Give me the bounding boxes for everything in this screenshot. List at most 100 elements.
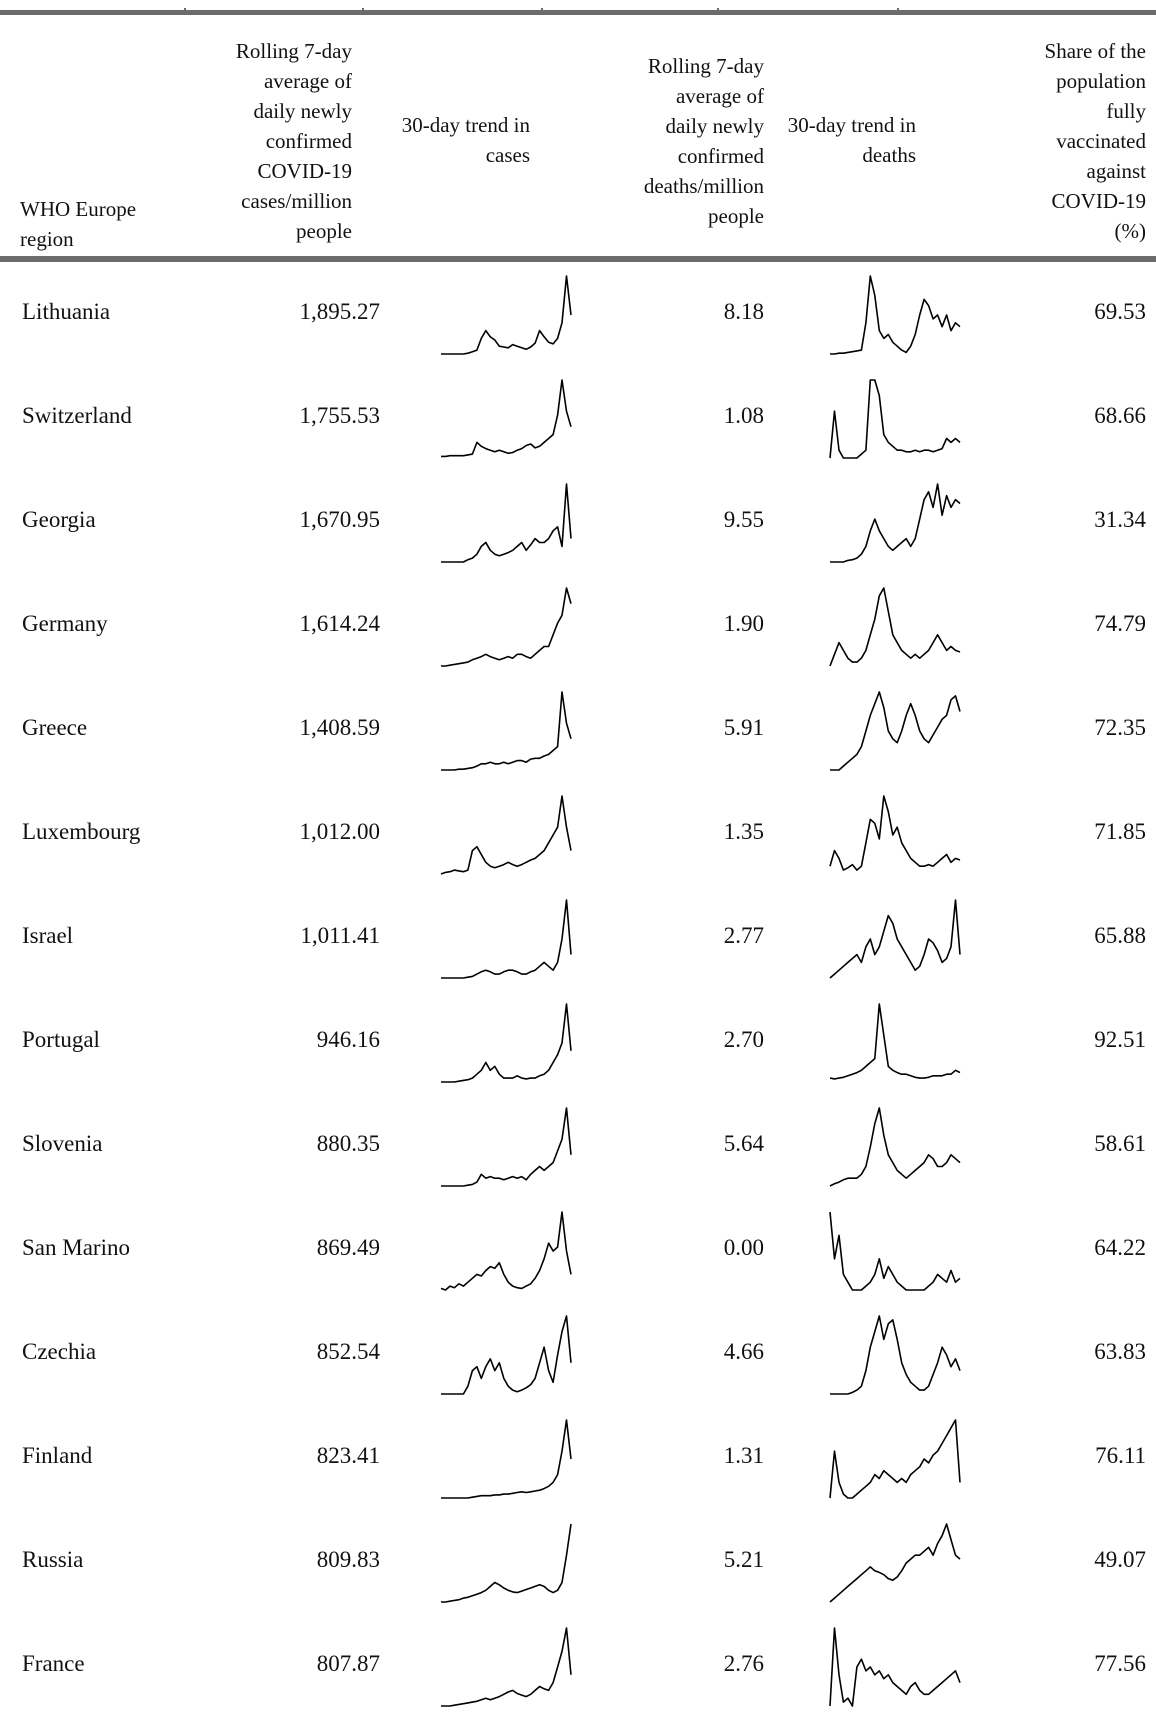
deaths-trend-sparkline <box>830 691 961 771</box>
vaccinated-share-value: 68.66 <box>1094 403 1146 428</box>
header-line: Rolling 7-day <box>235 39 352 63</box>
header-line: fully <box>1106 99 1146 123</box>
deaths-trend-sparkline <box>829 587 961 667</box>
deaths-trend-sparkline <box>829 1211 961 1291</box>
header-vaccinated-share: Share of the population fully vaccinated aga… <box>986 36 1146 246</box>
sparkline-path <box>441 691 572 771</box>
deaths-trend-sparkline <box>829 1627 961 1707</box>
header-line: COVID-19 <box>257 159 353 183</box>
cases-average-value: 809.83 <box>316 1547 380 1572</box>
table-row: Finland 823.41 1.31 76.11 <box>0 1408 1156 1512</box>
table-row: Georgia 1,670.95 9.55 31.34 <box>0 472 1156 576</box>
cases-trend-sparkline <box>441 1315 572 1395</box>
table-row: Slovenia 880.35 5.64 58.61 <box>0 1096 1156 1200</box>
deaths-average-value: 5.91 <box>723 715 764 740</box>
deaths-trend-sparkline <box>829 1523 961 1603</box>
header-line: region <box>20 227 74 251</box>
table-row: San Marino 869.49 0.00 64.22 <box>0 1200 1156 1304</box>
region-name: Finland <box>22 1443 93 1468</box>
sparkline-path <box>829 795 961 871</box>
sparkline-path <box>441 587 572 667</box>
region-name: Georgia <box>22 507 96 532</box>
deaths-trend-sparkline <box>829 379 961 459</box>
sparkline-path <box>829 379 961 459</box>
sparkline-path <box>830 483 961 563</box>
header-deaths-trend: 30-day trend in deaths <box>736 110 916 170</box>
cases-average-value: 1,614.24 <box>299 611 381 636</box>
vaccinated-share-value: 49.07 <box>1094 1547 1146 1572</box>
vaccinated-share-value: 76.11 <box>1095 1443 1146 1468</box>
cases-trend-sparkline <box>440 795 572 875</box>
header-line: average of <box>675 84 764 108</box>
header-line: cases/million <box>241 189 352 213</box>
deaths-trend-sparkline <box>829 1107 961 1187</box>
vaccinated-share-value: 63.83 <box>1094 1339 1146 1364</box>
cases-average-value: 807.87 <box>316 1651 380 1676</box>
deaths-average-value: 5.21 <box>723 1547 764 1572</box>
region-name: Greece <box>22 715 88 740</box>
table-row: Switzerland 1,755.53 1.08 68.66 <box>0 368 1156 472</box>
table-row: Greece 1,408.59 5.91 72.35 <box>0 680 1156 784</box>
vaccinated-share-value: 92.51 <box>1094 1027 1146 1052</box>
table-row: Russia 809.83 5.21 49.07 <box>0 1512 1156 1616</box>
cases-trend-sparkline <box>441 899 572 979</box>
cases-trend-sparkline <box>441 691 572 771</box>
region-name: Russia <box>22 1547 84 1572</box>
column-tick <box>184 8 186 13</box>
table-row: Czechia 852.54 4.66 63.83 <box>0 1304 1156 1408</box>
cases-average-value: 869.49 <box>316 1235 380 1260</box>
deaths-trend-sparkline <box>830 1315 961 1395</box>
header-line: population <box>1056 69 1146 93</box>
sparkline-path <box>830 691 961 771</box>
header-line: against <box>1086 159 1146 183</box>
column-tick <box>717 8 719 13</box>
vaccinated-share-value: 64.22 <box>1094 1235 1146 1260</box>
header-cases-average: Rolling 7-day average of daily newly confir… <box>182 36 352 246</box>
sparkline-path <box>829 1627 961 1707</box>
deaths-average-value: 5.64 <box>723 1131 764 1156</box>
sparkline-path <box>829 1107 961 1187</box>
header-line: deaths/million <box>643 174 764 198</box>
region-name: Portugal <box>22 1027 100 1052</box>
region-name: Lithuania <box>22 299 111 324</box>
vaccinated-share-value: 77.56 <box>1094 1651 1146 1676</box>
cases-average-value: 1,408.59 <box>299 715 381 740</box>
region-name: Germany <box>22 611 108 636</box>
header-line: 30-day trend in <box>401 113 530 137</box>
header-line: WHO Europe <box>20 197 137 221</box>
header-line: 30-day trend in <box>787 113 916 137</box>
deaths-average-value: 2.70 <box>723 1027 764 1052</box>
sparkline-path <box>441 1315 572 1395</box>
header-divider <box>0 256 1156 262</box>
deaths-average-value: 1.31 <box>723 1443 764 1468</box>
vaccinated-share-value: 74.79 <box>1094 611 1146 636</box>
cases-trend-sparkline <box>441 483 572 563</box>
header-line: people <box>708 204 764 228</box>
sparkline-path <box>829 1419 961 1499</box>
deaths-trend-sparkline <box>830 275 961 355</box>
deaths-average-value: 2.76 <box>723 1651 764 1676</box>
column-tick <box>362 8 364 13</box>
region-name: San Marino <box>22 1235 130 1260</box>
table-row: Lithuania 1,895.27 8.18 69.53 <box>0 264 1156 368</box>
cases-average-value: 823.41 <box>316 1443 380 1468</box>
header-line: COVID-19 <box>1051 189 1147 213</box>
column-tick <box>897 8 899 13</box>
deaths-trend-sparkline <box>829 1419 961 1499</box>
cases-average-value: 1,012.00 <box>299 819 381 844</box>
vaccinated-share-value: 72.35 <box>1094 715 1146 740</box>
cases-trend-sparkline <box>441 1523 572 1603</box>
column-tick <box>541 8 543 13</box>
sparkline-path <box>441 1003 572 1083</box>
sparkline-path <box>441 483 572 563</box>
region-name: Switzerland <box>22 403 132 428</box>
header-region: WHO Europe region <box>20 194 200 254</box>
table-row: Portugal 946.16 2.70 92.51 <box>0 992 1156 1096</box>
vaccinated-share-value: 58.61 <box>1094 1131 1146 1156</box>
deaths-average-value: 9.55 <box>723 507 764 532</box>
cases-trend-sparkline <box>440 1211 572 1291</box>
header-line: people <box>296 219 352 243</box>
table-row: France 807.87 2.76 77.56 <box>0 1616 1156 1720</box>
deaths-average-value: 1.90 <box>723 611 764 636</box>
cases-trend-sparkline <box>441 379 572 458</box>
